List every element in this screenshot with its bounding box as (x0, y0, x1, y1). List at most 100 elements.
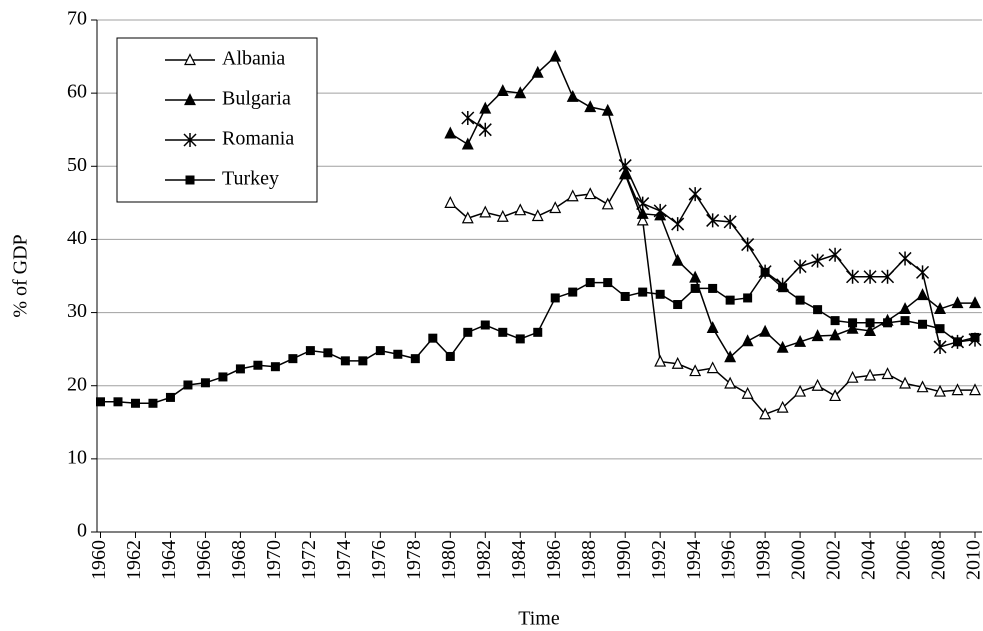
marker (811, 329, 824, 342)
marker (795, 295, 805, 305)
x-tick-label: 1992 (648, 540, 670, 580)
marker (671, 253, 684, 266)
marker (323, 348, 333, 358)
marker (688, 187, 702, 202)
y-tick-label: 60 (67, 81, 87, 103)
marker (935, 324, 945, 334)
marker (585, 278, 595, 288)
marker (778, 283, 788, 293)
x-tick-label: 2002 (823, 540, 845, 580)
marker (951, 383, 964, 396)
marker (515, 334, 525, 344)
marker (933, 339, 947, 354)
legend-label: Turkey (222, 168, 279, 190)
marker (461, 137, 474, 150)
marker (445, 351, 455, 361)
marker (654, 354, 667, 367)
marker (776, 340, 789, 353)
marker (706, 321, 719, 334)
marker (496, 209, 509, 222)
marker (724, 350, 737, 363)
legend: Albania Bulgaria Romania Turkey (116, 37, 318, 203)
x-tick-label: 1968 (228, 540, 250, 580)
marker (951, 296, 964, 309)
marker (549, 49, 562, 62)
marker (898, 251, 912, 266)
marker (340, 356, 350, 366)
legend-marker (184, 93, 196, 106)
marker (584, 187, 597, 200)
marker (671, 217, 685, 232)
x-tick-label: 2000 (788, 540, 810, 580)
marker (533, 327, 543, 337)
marker (899, 302, 912, 315)
marker (288, 354, 298, 364)
marker (793, 259, 807, 274)
marker (689, 364, 702, 377)
y-tick-label: 0 (77, 520, 87, 542)
marker (794, 384, 807, 397)
marker (828, 247, 842, 262)
marker (723, 214, 737, 229)
marker (671, 356, 684, 369)
marker (566, 189, 579, 202)
marker (463, 327, 473, 337)
legend-marker (185, 175, 195, 185)
marker (636, 213, 649, 226)
marker (496, 84, 509, 97)
legend-marker (183, 133, 197, 147)
marker (970, 332, 980, 342)
series-line (449, 172, 976, 416)
x-tick-label: 1986 (543, 540, 565, 580)
marker (865, 318, 875, 328)
marker (813, 305, 823, 315)
marker (653, 203, 667, 218)
marker (846, 370, 859, 383)
y-tick-label: 20 (67, 373, 87, 395)
x-tick-label: 1990 (613, 540, 635, 580)
x-tick-label: 1970 (263, 540, 285, 580)
marker (479, 101, 492, 114)
legend-label: Romania (222, 128, 294, 150)
marker (708, 283, 718, 293)
marker (218, 372, 228, 382)
marker (900, 316, 910, 326)
y-tick-label: 30 (67, 300, 87, 322)
marker (689, 270, 702, 283)
marker (953, 337, 963, 347)
marker (165, 392, 175, 402)
marker (148, 398, 158, 408)
marker (759, 324, 772, 337)
marker (479, 205, 492, 218)
x-tick-label: 1972 (298, 540, 320, 580)
marker (741, 334, 754, 347)
marker (846, 269, 860, 284)
marker (410, 354, 420, 364)
series-line (100, 271, 976, 405)
marker (305, 346, 315, 356)
x-tick-label: 1984 (508, 540, 530, 580)
marker (253, 360, 263, 370)
marker (618, 158, 632, 173)
marker (514, 86, 527, 99)
x-tick-label: 1966 (193, 540, 215, 580)
x-tick-label: 2008 (928, 540, 950, 580)
x-tick-label: 1996 (718, 540, 740, 580)
marker (863, 269, 877, 284)
x-tick-label: 1978 (403, 540, 425, 580)
x-tick-label: 1976 (368, 540, 390, 580)
x-tick-label: 1974 (333, 540, 355, 580)
marker (514, 203, 527, 216)
marker (375, 346, 385, 356)
x-tick-label: 1960 (88, 540, 110, 580)
marker (724, 376, 737, 389)
marker (706, 213, 720, 228)
marker (568, 287, 578, 297)
marker (864, 324, 877, 336)
marker (706, 361, 719, 374)
marker (235, 364, 245, 374)
marker (358, 356, 368, 366)
marker (113, 397, 123, 407)
marker (776, 400, 789, 413)
